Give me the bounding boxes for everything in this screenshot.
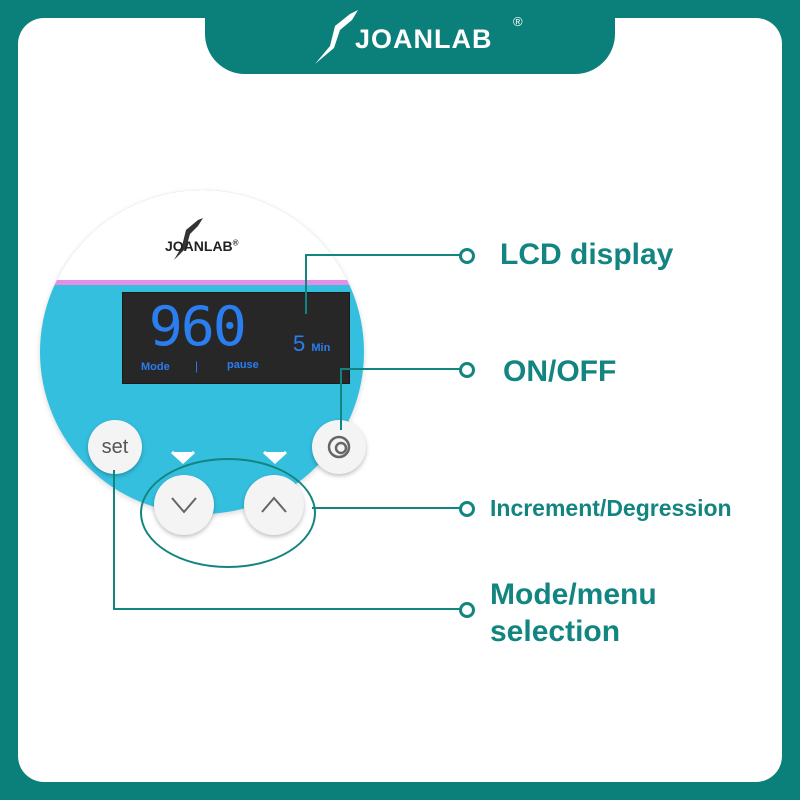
lcd-mode-label: Mode [141, 361, 170, 373]
lcd-display: 960 5 Min Mode | pause [122, 292, 350, 384]
mode-callout-dot [459, 602, 475, 618]
decrement-button[interactable] [154, 475, 214, 535]
lcd-time-unit: Min [311, 342, 331, 354]
onoff-callout-dot [459, 362, 475, 378]
device-fish-logo-icon [174, 218, 203, 260]
lcd-time: 5 Min [293, 331, 330, 357]
lcd-value: 960 [148, 295, 247, 358]
lcd-callout-dot [459, 248, 475, 264]
increment-button[interactable] [244, 475, 304, 535]
device-logo-text: JOANLAB [165, 238, 233, 254]
lcd-separator: | [195, 359, 199, 373]
onoff-leader-line [340, 368, 462, 370]
lcd-leader-line-h [305, 254, 463, 256]
lcd-callout-label: LCD display [500, 238, 674, 271]
set-button[interactable]: set [88, 420, 142, 474]
increment-leader-line [312, 507, 462, 509]
mode-callout-line1: Mode/menu [490, 578, 657, 611]
registered-mark: ® [513, 14, 523, 29]
onoff-callout-label: ON/OFF [503, 355, 617, 388]
chevron-down-icon [171, 497, 197, 514]
onoff-leader-line-v [340, 368, 342, 430]
increment-callout-dot [459, 501, 475, 517]
fish-logo-icon [315, 10, 358, 64]
up-indicator-icon [262, 450, 288, 465]
mode-leader-line [113, 608, 463, 610]
power-icon [327, 435, 351, 459]
mode-leader-line-v [113, 470, 115, 610]
device-cap [40, 190, 364, 285]
down-indicator-icon [170, 450, 196, 465]
device-logo: JOANLAB® [165, 238, 239, 254]
increment-callout-label: Increment/Degression [490, 495, 732, 521]
lcd-status: pause [227, 359, 259, 371]
lcd-time-value: 5 [293, 331, 306, 356]
mode-callout-line2: selection [490, 615, 621, 648]
mode-callout-label: Mode/menu selection [490, 576, 657, 650]
lcd-leader-line [305, 254, 307, 314]
power-button[interactable] [312, 420, 366, 474]
brand-name: JOANLAB [355, 24, 493, 54]
device-reg-mark: ® [232, 238, 239, 248]
buttons-highlight [140, 458, 316, 568]
header-tab [205, 0, 615, 74]
chevron-up-icon [261, 496, 287, 513]
